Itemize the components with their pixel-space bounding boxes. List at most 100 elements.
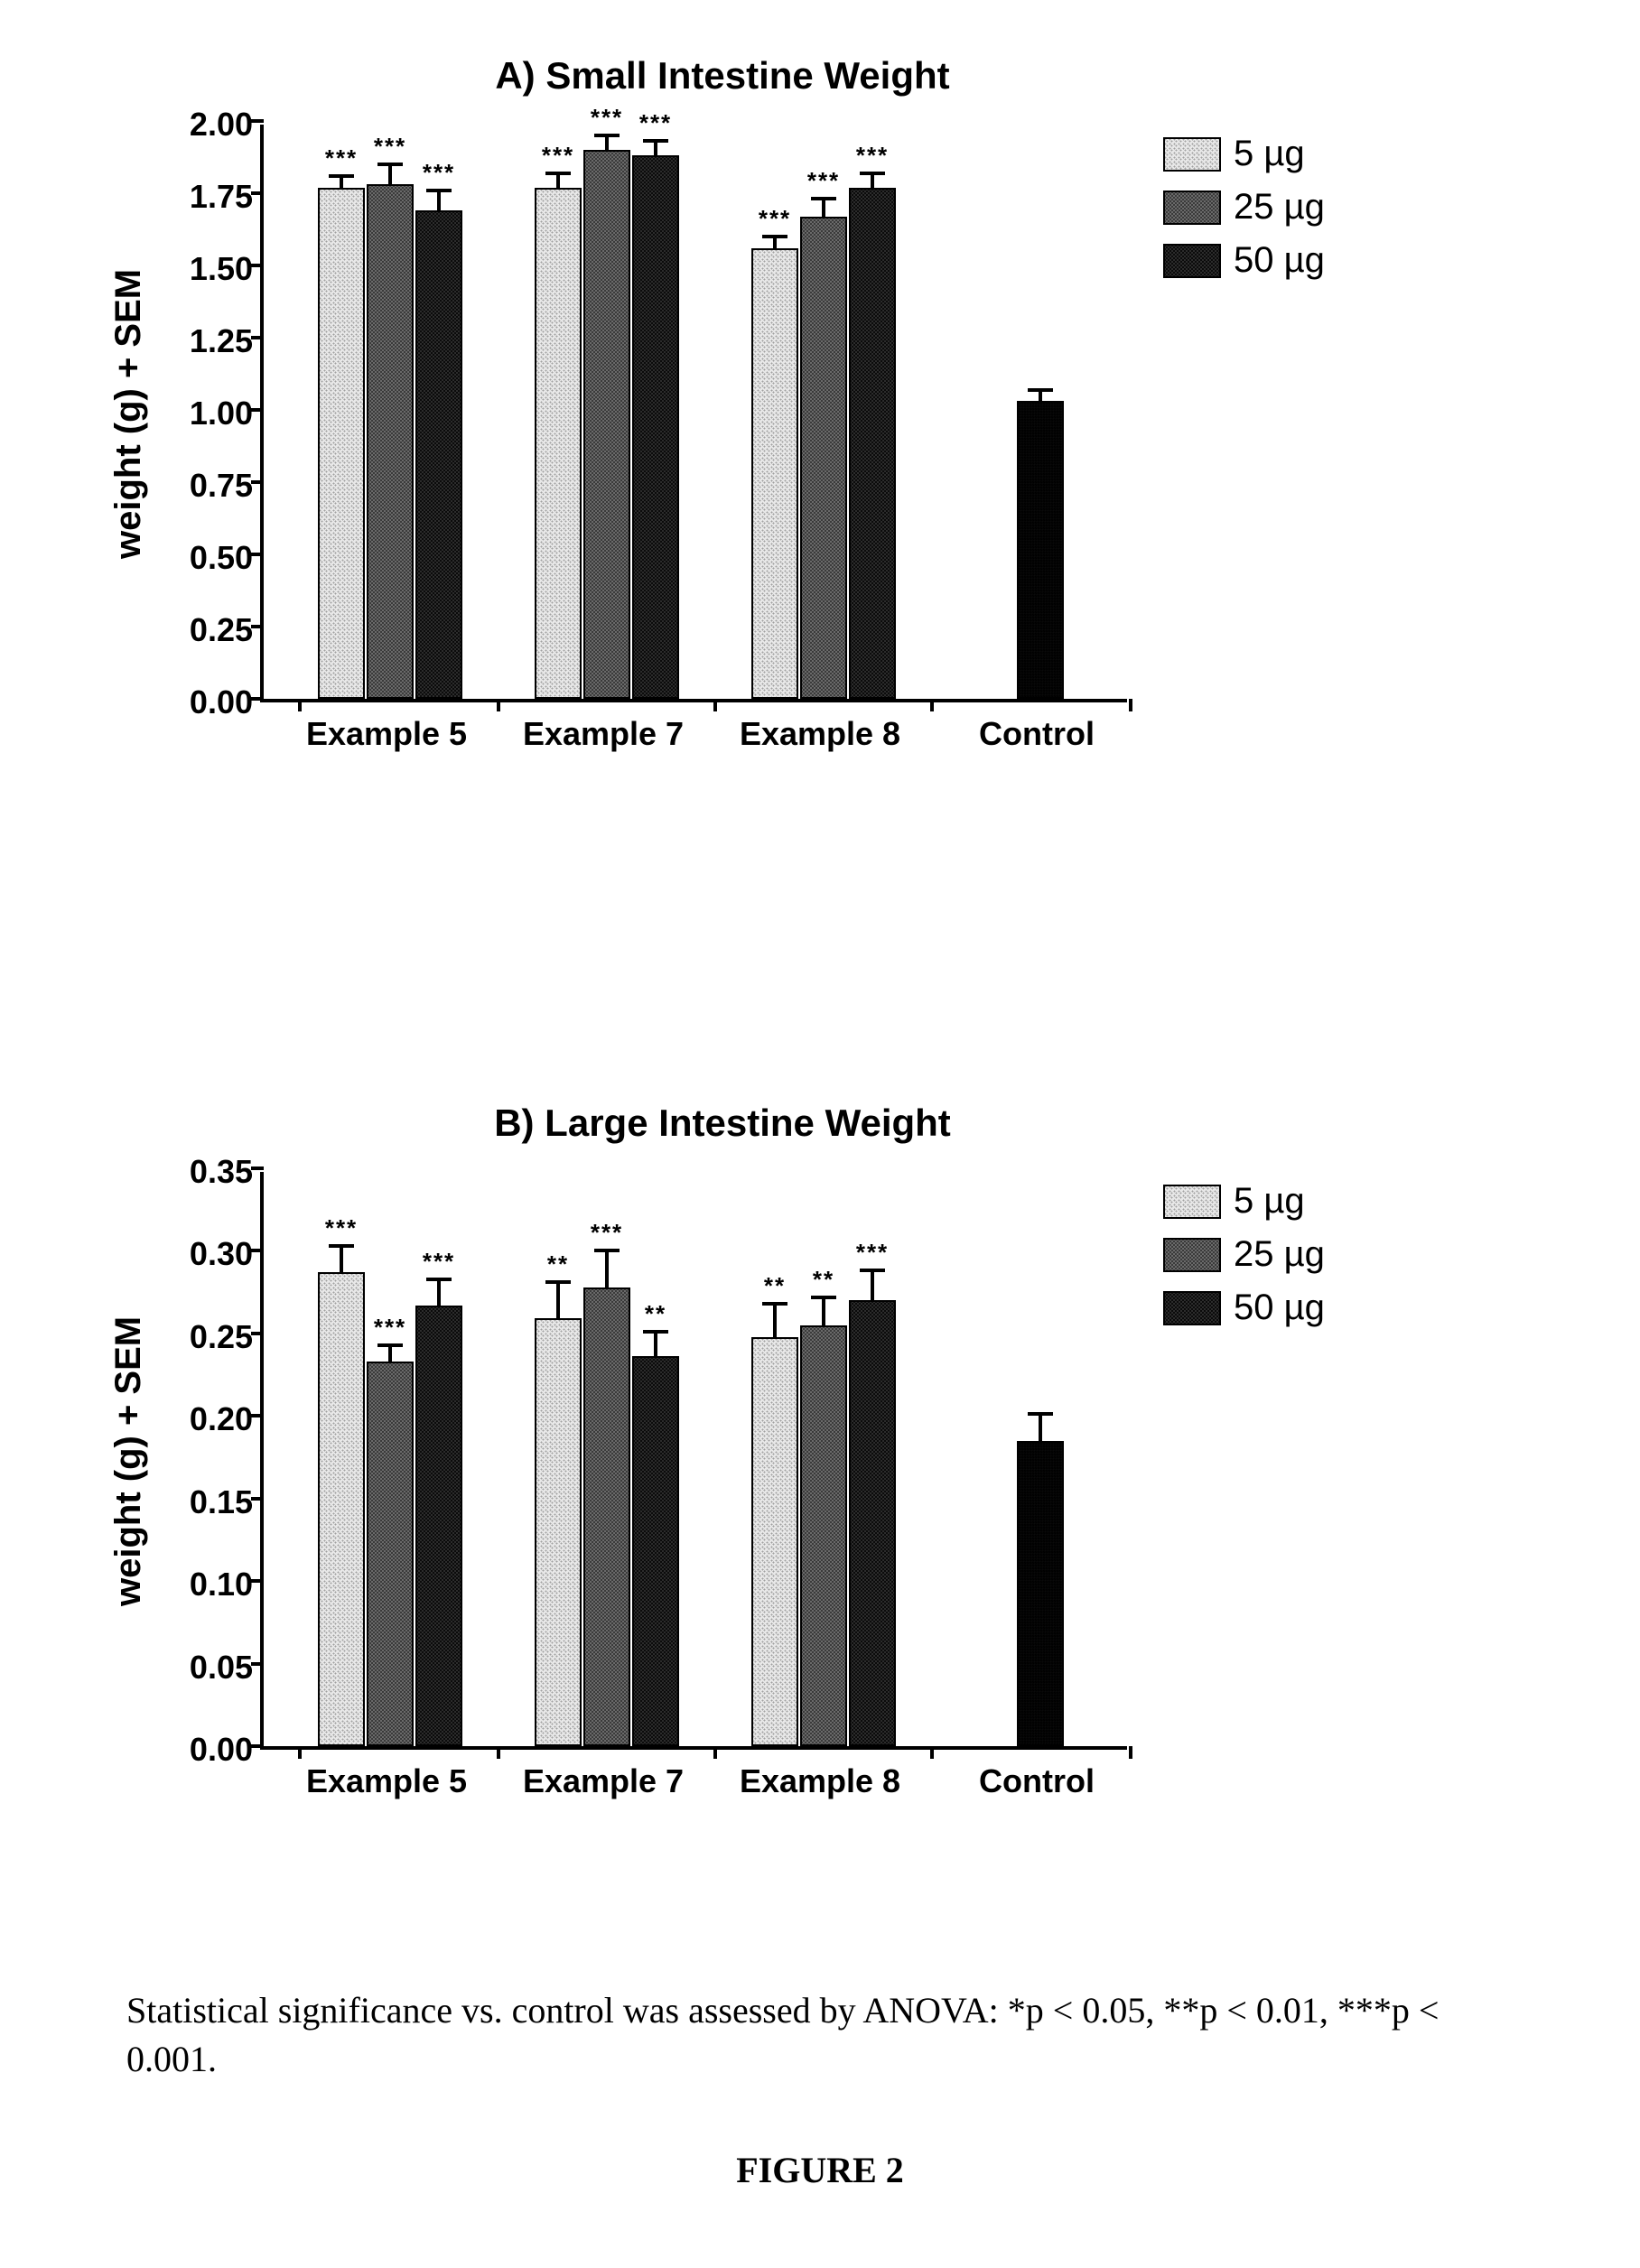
bar: [367, 1362, 414, 1746]
legend-swatch: [1163, 137, 1221, 172]
bar: [535, 188, 582, 699]
error-bar-stem: [871, 1270, 874, 1300]
legend-label: 5 µg: [1234, 134, 1305, 174]
legend-swatch: [1163, 1291, 1221, 1325]
bar: [415, 210, 462, 699]
significance-label: ***: [591, 1219, 623, 1247]
error-bar-stem: [605, 1250, 609, 1287]
significance-label: ***: [374, 1314, 406, 1342]
significance-label: ***: [542, 142, 574, 170]
y-tick-label: 0.30: [190, 1235, 253, 1273]
error-bar-stem: [605, 135, 609, 150]
significance-label: ***: [759, 205, 791, 233]
y-tick-label: 0.25: [190, 1318, 253, 1356]
bar: [367, 184, 414, 699]
y-tick-label: 0.75: [190, 467, 253, 505]
y-tick-mark: [251, 1579, 264, 1583]
bar: [318, 1272, 365, 1746]
x-category-label: Example 5: [306, 1762, 467, 1800]
y-tick-label: 2.00: [190, 106, 253, 144]
y-axis-label: weight (g) + SEM: [108, 125, 154, 702]
x-axis-labels: Example 5Example 7Example 8Control: [260, 702, 1127, 757]
significance-label: ***: [423, 1248, 455, 1276]
y-tick-mark: [251, 191, 264, 195]
y-tick-mark: [251, 553, 264, 556]
y-tick-label: 0.35: [190, 1153, 253, 1191]
x-category-label: Example 8: [740, 1762, 900, 1800]
y-tick-mark: [251, 480, 264, 484]
legend-swatch: [1163, 191, 1221, 225]
bar: [800, 217, 847, 699]
significance-label: ***: [325, 144, 358, 172]
y-tick-mark: [251, 264, 264, 267]
bar: [849, 188, 896, 699]
y-tick-label: 0.00: [190, 1731, 253, 1769]
y-tick-mark: [251, 1332, 264, 1335]
error-bar-stem: [654, 141, 657, 155]
y-tick-mark: [251, 1662, 264, 1666]
bar: [632, 1356, 679, 1746]
significance-label: **: [813, 1266, 834, 1294]
legend-item: 25 µg: [1163, 187, 1325, 228]
bar: [535, 1318, 582, 1746]
error-bar-stem: [340, 1246, 343, 1272]
y-tick-mark: [251, 1744, 264, 1748]
error-bar-cap: [643, 1330, 668, 1334]
x-category-label: Example 7: [523, 1762, 684, 1800]
error-bar-stem: [437, 191, 441, 210]
x-axis-labels: Example 5Example 7Example 8Control: [260, 1750, 1127, 1804]
error-bar-cap: [1028, 1412, 1053, 1416]
error-bar-stem: [556, 173, 560, 188]
error-bar-stem: [773, 1304, 777, 1337]
significance-label: ***: [423, 159, 455, 187]
error-bar-cap: [594, 134, 620, 137]
bar: [1017, 401, 1064, 699]
bar: [415, 1306, 462, 1746]
error-bar-cap: [426, 189, 452, 192]
legend-item: 25 µg: [1163, 1234, 1325, 1275]
bar: [583, 150, 630, 699]
bar: [318, 188, 365, 699]
error-bar-cap: [643, 139, 668, 143]
significance-label: ***: [856, 142, 889, 170]
statistical-footnote: Statistical significance vs. control was…: [126, 1986, 1481, 2084]
significance-label: **: [645, 1300, 666, 1328]
error-bar-cap: [377, 1343, 403, 1347]
y-tick-label: 0.00: [190, 683, 253, 721]
y-tick-labels: 0.000.250.500.751.001.251.501.752.00: [154, 125, 253, 702]
error-bar-cap: [762, 1302, 787, 1306]
legend-swatch: [1163, 1238, 1221, 1272]
panel-B: B) Large Intestine Weightweight (g) + SE…: [108, 1101, 1532, 1804]
error-bar-cap: [1028, 388, 1053, 392]
legend: 5 µg 25 µg 50 µg: [1163, 134, 1325, 293]
legend-item: 50 µg: [1163, 240, 1325, 281]
y-tick-mark: [251, 625, 264, 628]
y-tick-mark: [251, 408, 264, 412]
y-tick-mark: [251, 697, 264, 701]
figure-label: FIGURE 2: [0, 2149, 1640, 2191]
y-tick-labels: 0.000.050.100.150.200.250.300.35: [154, 1172, 253, 1750]
y-tick-label: 0.25: [190, 611, 253, 649]
legend: 5 µg 25 µg 50 µg: [1163, 1181, 1325, 1341]
legend-swatch: [1163, 244, 1221, 278]
legend-item: 50 µg: [1163, 1287, 1325, 1328]
panel-A-title: A) Small Intestine Weight: [289, 54, 1156, 98]
legend-label: 5 µg: [1234, 1181, 1305, 1222]
bar: [751, 248, 798, 699]
panel-B-title: B) Large Intestine Weight: [289, 1101, 1156, 1145]
bar: [1017, 1441, 1064, 1746]
legend-swatch: [1163, 1185, 1221, 1219]
x-category-label: Example 5: [306, 715, 467, 753]
significance-label: ***: [856, 1239, 889, 1267]
significance-label: ***: [325, 1214, 358, 1242]
y-tick-label: 0.05: [190, 1649, 253, 1687]
error-bar-stem: [388, 1345, 392, 1362]
legend-label: 50 µg: [1234, 1287, 1325, 1328]
bar: [583, 1287, 630, 1746]
significance-label: ***: [807, 167, 840, 195]
legend-label: 25 µg: [1234, 1234, 1325, 1275]
y-tick-label: 0.10: [190, 1566, 253, 1603]
y-tick-mark: [251, 336, 264, 339]
y-tick-label: 0.15: [190, 1483, 253, 1521]
error-bar-cap: [811, 197, 836, 200]
